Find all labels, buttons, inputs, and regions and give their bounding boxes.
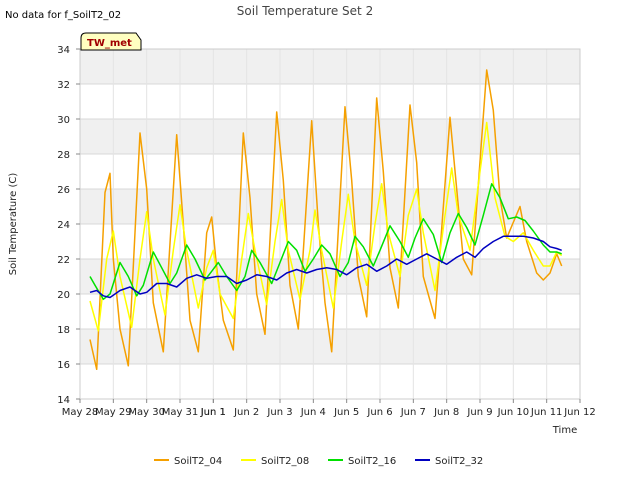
series-line-soilt2_08 xyxy=(89,121,563,332)
plot-band xyxy=(80,119,580,154)
x-tick-label: Jun 6 xyxy=(366,407,392,418)
legend-label: SoilT2_32 xyxy=(435,456,483,467)
y-tick-label: 34 xyxy=(57,45,70,56)
legend: SoilT2_04 SoilT2_08 SoilT2_16 SoilT2_32 xyxy=(154,456,483,467)
y-tick-label: 24 xyxy=(57,220,70,231)
x-tick-label: Jun 2 xyxy=(233,407,259,418)
x-tick-label: May 30 xyxy=(128,407,165,418)
x-tick-label: Jun 5 xyxy=(333,407,359,418)
y-tick-label: 30 xyxy=(57,115,70,126)
x-tick-label: Jun 1 xyxy=(200,407,226,418)
x-tick-label: Jun 11 xyxy=(530,407,563,418)
y-tick-label: 20 xyxy=(57,290,70,301)
x-tick-label: Jun 12 xyxy=(563,407,596,418)
y-tick-label: 16 xyxy=(57,360,70,371)
x-tick-label: Jun 1 xyxy=(200,407,226,418)
y-tick-label: 18 xyxy=(57,325,70,336)
legend-label: SoilT2_16 xyxy=(348,456,396,467)
y-tick-label: 14 xyxy=(57,395,70,406)
series-line-soilt2_04 xyxy=(89,69,563,371)
x-axis-title: Time xyxy=(552,425,577,436)
chart-title: Soil Temperature Set 2 xyxy=(237,4,373,18)
no-data-note: No data for f_SoilT2_02 xyxy=(5,10,121,21)
series-line-soilt2_16 xyxy=(89,183,562,301)
y-axis-title: Soil Temperature (C) xyxy=(8,173,19,276)
x-tick-label: Jun 8 xyxy=(433,407,459,418)
series-line-soilt2_32 xyxy=(89,235,562,299)
plot-band xyxy=(80,49,580,84)
y-tick-label: 22 xyxy=(57,255,70,266)
x-tick-label: Jun 9 xyxy=(466,407,492,418)
plot-band xyxy=(80,189,580,224)
tw-met-badge: TW_met xyxy=(80,32,142,51)
y-tick-label: 26 xyxy=(57,185,70,196)
x-tick-label: Jun 4 xyxy=(300,407,326,418)
tw-met-label: TW_met xyxy=(87,38,132,49)
legend-label: SoilT2_04 xyxy=(174,456,222,467)
x-tick-label: May 29 xyxy=(95,407,132,418)
x-tick-label: Jun 3 xyxy=(266,407,292,418)
x-tick-label: Jun 10 xyxy=(497,407,530,418)
y-tick-label: 28 xyxy=(57,150,70,161)
legend-label: SoilT2_08 xyxy=(261,456,309,467)
y-tick-label: 32 xyxy=(57,80,70,91)
x-tick-label: Jun 7 xyxy=(400,407,426,418)
x-tick-label: May 28 xyxy=(62,407,99,418)
series-layer xyxy=(89,69,563,371)
x-tick-label: May 31 xyxy=(162,407,199,418)
